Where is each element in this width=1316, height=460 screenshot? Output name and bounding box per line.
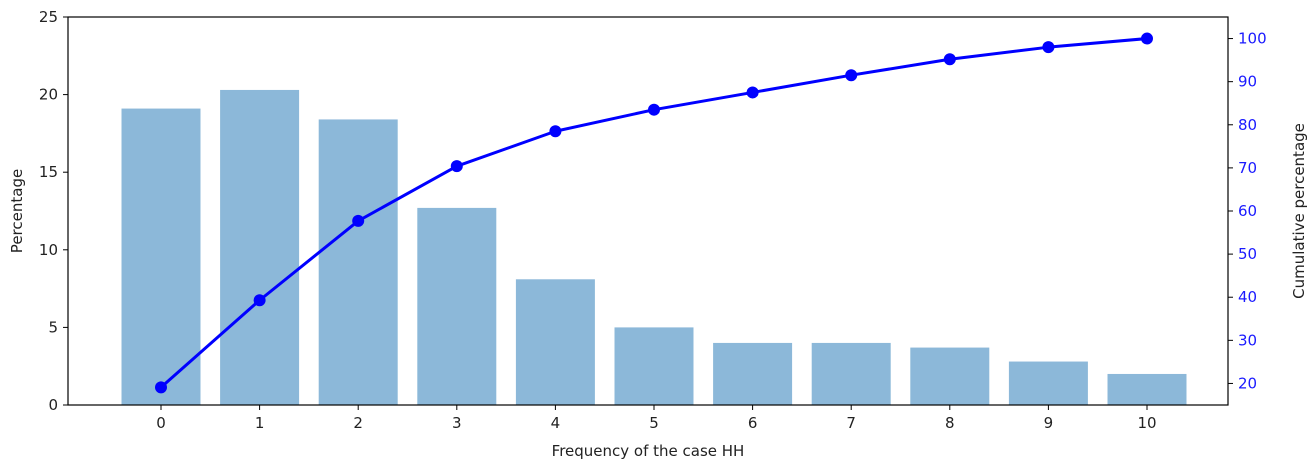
cumulative-point-2 [352,214,365,227]
x-tick-label: 1 [255,414,265,432]
x-tick-label: 9 [1044,414,1054,432]
y2-tick-label: 60 [1238,202,1257,220]
bar-0 [121,108,201,406]
bars-layer [121,89,1187,406]
y2-tick-label: 30 [1238,331,1257,349]
y2-tick-label: 100 [1238,30,1267,48]
cumulative-point-10 [1141,32,1153,45]
y-axis-ticks: 0 5 10 15 20 25 [39,8,68,414]
x-axis-ticks: 0 1 2 3 4 5 6 7 8 9 10 [156,405,1157,432]
x-axis-title: Frequency of the case HH [552,442,745,460]
bar-10 [1107,373,1187,405]
x-tick-label: 8 [945,414,955,432]
cumulative-point-1 [253,294,266,307]
cumulative-point-5 [648,103,660,116]
bar-2 [318,119,398,405]
y-tick-label: 25 [39,8,58,26]
bar-4 [515,279,595,405]
x-tick-label: 0 [156,414,166,432]
cumulative-point-3 [450,160,463,173]
x-tick-label: 4 [551,414,561,432]
cumulative-point-7 [845,69,858,82]
bar-8 [910,347,990,405]
x-tick-label: 3 [452,414,462,432]
y2-tick-label: 70 [1238,159,1257,177]
y2-axis-ticks: 20 30 40 50 60 70 80 90 100 [1228,30,1267,392]
bar-6 [713,342,793,405]
cumulative-point-6 [746,86,759,99]
cumulative-line-layer [155,32,1153,394]
bar-1 [220,89,300,405]
y-axis-title: Percentage [8,169,26,253]
y-tick-label: 5 [48,318,58,336]
y-tick-label: 20 [39,86,58,104]
y-tick-label: 10 [39,241,58,259]
y2-tick-label: 80 [1238,116,1257,134]
x-tick-label: 5 [649,414,659,432]
bar-3 [417,207,497,405]
y-tick-label: 0 [48,396,58,414]
y-tick-label: 15 [39,163,58,181]
y2-tick-label: 90 [1238,73,1257,91]
y2-axis-title: Cumulative percentage [1290,123,1308,299]
cumulative-point-4 [549,125,562,138]
bar-7 [811,342,891,405]
y2-tick-label: 20 [1238,374,1257,392]
x-tick-label: 2 [353,414,363,432]
bar-5 [614,327,694,405]
y2-tick-label: 40 [1238,288,1257,306]
y2-tick-label: 50 [1238,245,1257,263]
x-tick-label: 10 [1137,414,1156,432]
cumulative-point-0 [155,381,167,394]
x-tick-label: 6 [748,414,758,432]
cumulative-point-8 [943,53,956,66]
x-tick-label: 7 [846,414,856,432]
cumulative-point-9 [1042,41,1055,54]
bar-9 [1008,361,1088,405]
